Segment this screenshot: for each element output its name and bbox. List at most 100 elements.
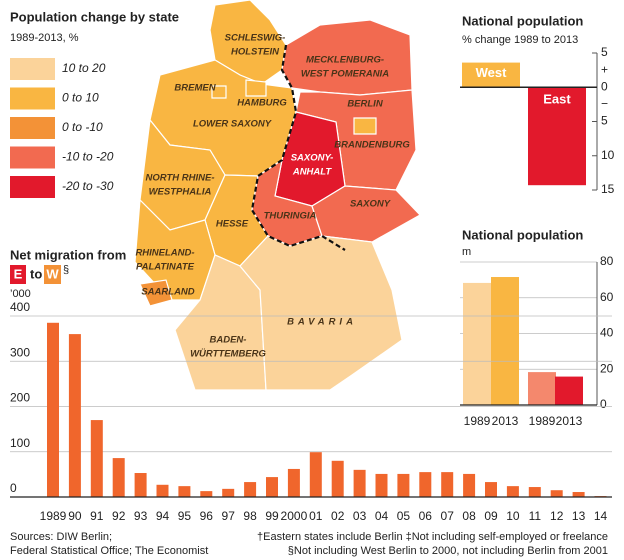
x-tick-label: 98 — [243, 509, 257, 523]
bar — [491, 277, 519, 405]
legend-swatch — [10, 117, 55, 139]
state-label: MECKLENBURG- — [306, 55, 384, 66]
y-tick-label: 200 — [10, 391, 30, 405]
bar — [287, 468, 300, 497]
x-tick-label: 96 — [200, 509, 214, 523]
bar — [441, 472, 454, 497]
state-region — [139, 279, 173, 307]
state-label: HESSE — [216, 219, 249, 230]
change-title: National population — [462, 13, 583, 28]
bar — [309, 452, 322, 497]
legend-label: -10 to -20 — [62, 150, 114, 164]
legend-label: -20 to -30 — [62, 179, 114, 193]
x-tick-label: 1989 — [529, 414, 556, 428]
y-tick-label: 400 — [10, 300, 30, 314]
state-label: SAARLAND — [141, 287, 194, 298]
x-tick-label: 09 — [484, 509, 498, 523]
state-label: ANHALT — [292, 167, 333, 178]
state-label: WEST POMERANIA — [301, 69, 389, 80]
x-tick-label: 03 — [353, 509, 367, 523]
bar — [47, 322, 59, 497]
y-tick-label: 15 — [601, 182, 615, 196]
x-tick-label: 14 — [594, 509, 608, 523]
state-label: PALATINATE — [136, 262, 195, 273]
state-label: WÜRTTEMBERG — [190, 349, 266, 360]
bar — [419, 472, 432, 497]
state-label: HOLSTEIN — [231, 47, 280, 58]
from-label: E — [14, 266, 23, 281]
y-tick-label: 60 — [600, 290, 614, 304]
bar — [266, 477, 278, 497]
footnote-mark: § — [63, 264, 69, 276]
change-subtitle: % change 1989 to 2013 — [462, 34, 578, 46]
state-label: RHINELAND- — [135, 248, 194, 259]
sources: Sources: DIW Berlin; — [10, 531, 112, 543]
state-region — [353, 117, 377, 135]
to-box — [44, 265, 61, 284]
legend-swatch — [10, 87, 55, 110]
x-tick-label: 93 — [134, 509, 148, 523]
x-tick-label: 2013 — [556, 414, 583, 428]
bar — [222, 488, 235, 497]
state-label: WESTPHALIA — [149, 187, 212, 198]
x-tick-label: 1989 — [40, 509, 67, 523]
legend-swatch — [10, 146, 55, 169]
pop-title: National population — [462, 227, 583, 242]
y-tick-label: 10 — [601, 148, 615, 162]
state-label: BERLIN — [347, 99, 384, 110]
bar — [353, 469, 366, 497]
bar — [550, 490, 563, 497]
x-tick-label: 91 — [90, 509, 104, 523]
bar — [244, 482, 257, 497]
state-region — [209, 0, 287, 85]
bar — [178, 486, 191, 497]
state-label: SCHLESWIG- — [225, 33, 286, 44]
x-tick-label: 12 — [550, 509, 564, 523]
x-tick-label: 90 — [68, 509, 82, 523]
bar — [528, 487, 541, 497]
x-tick-label: 04 — [375, 509, 389, 523]
bar — [375, 473, 388, 497]
bar — [156, 484, 169, 497]
state-label: BAVARIA — [287, 317, 357, 328]
y-tick-label: 80 — [600, 254, 614, 268]
state-label: BADEN- — [210, 335, 247, 346]
map: SCHLESWIG- HOLSTEIN MECKLENBURG- WEST POMER… — [134, 0, 421, 391]
y-tick-label: 40 — [600, 326, 614, 340]
x-tick-label: 11 — [529, 509, 542, 523]
x-tick-label: 10 — [506, 509, 520, 523]
bar — [506, 486, 519, 497]
state-label: BREMEN — [174, 83, 216, 94]
sources: Federal Statistical Office; The Economis… — [10, 545, 208, 557]
x-tick-label: 2000 — [281, 509, 308, 523]
y-tick-label: 20 — [600, 361, 614, 375]
state-region — [211, 85, 227, 99]
x-tick-label: 07 — [441, 509, 455, 523]
bar — [462, 62, 520, 88]
bar — [555, 376, 583, 405]
x-tick-label: 05 — [397, 509, 411, 523]
to-text: to — [30, 266, 42, 281]
pop-subtitle: m — [462, 246, 471, 258]
x-tick-label: 2013 — [492, 414, 519, 428]
state-label: SAXONY- — [291, 153, 334, 164]
x-tick-label: 92 — [112, 509, 126, 523]
footnote: §Not including West Berlin to 2000, not … — [288, 545, 608, 557]
bar — [200, 491, 213, 497]
state-label: BRANDENBURG — [334, 140, 410, 151]
footnote: †Eastern states include Berlin ‡Not incl… — [257, 531, 608, 543]
state-label: THURINGIA — [264, 211, 317, 222]
x-tick-label: 06 — [419, 509, 433, 523]
y-tick-label: 0 — [601, 79, 608, 93]
y-tick-label: 100 — [10, 436, 30, 450]
bar — [90, 420, 103, 497]
y-tick-label: 5 — [601, 114, 608, 128]
x-tick-label: 95 — [178, 509, 192, 523]
legend-label: 0 to -10 — [62, 120, 103, 134]
bar — [397, 473, 410, 497]
state-label: HAMBURG — [237, 98, 287, 109]
x-tick-label: 1989 — [464, 414, 491, 428]
east-west-border — [250, 44, 346, 251]
bar — [528, 87, 586, 186]
